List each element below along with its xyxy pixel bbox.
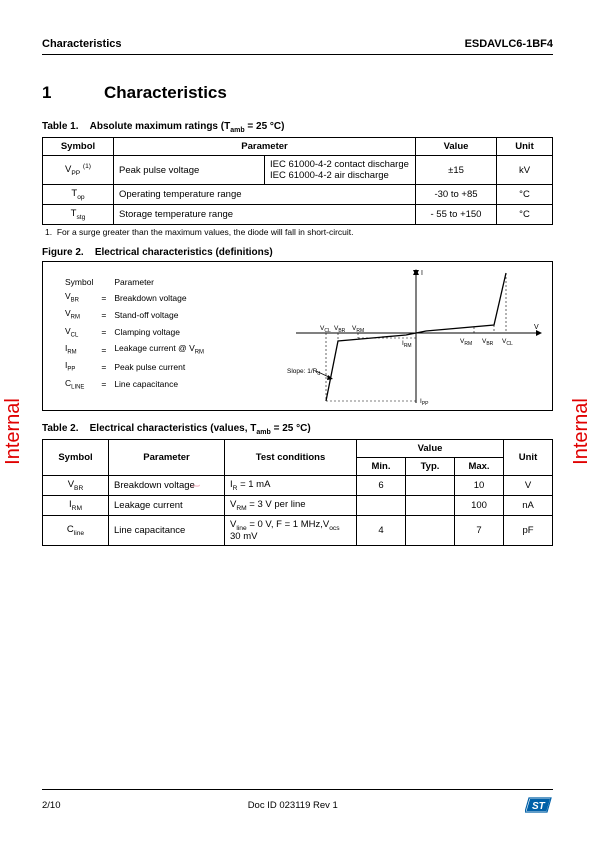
page-number: 2/10: [42, 800, 61, 811]
table-row: Tstg Storage temperature range - 55 to +…: [43, 204, 553, 224]
th-typ: Typ.: [406, 457, 455, 475]
th-parameter: Parameter: [114, 138, 416, 156]
section-title: Characteristics: [104, 83, 227, 102]
figure2-box: SymbolParameter VBR=Breakdown voltage VR…: [42, 261, 553, 411]
svg-text:I: I: [421, 270, 423, 277]
svg-text:VCL: VCL: [502, 338, 513, 347]
watermark-right: Internal: [570, 398, 593, 465]
table-row: Top Operating temperature range -30 to +…: [43, 185, 553, 205]
svg-text:VBR: VBR: [482, 338, 494, 347]
header-right: ESDAVLC6-1BF4: [465, 38, 553, 50]
doc-id: Doc ID 023119 Rev 1: [248, 800, 338, 811]
th-min: Min.: [357, 457, 406, 475]
table-row: IRM Leakage current VRM = 3 V per line 1…: [43, 495, 553, 515]
th-value: Value: [416, 138, 497, 156]
figure2-caption: Figure 2. Electrical characteristics (de…: [42, 247, 553, 258]
header-left: Characteristics: [42, 38, 122, 50]
th-test: Test conditions: [225, 439, 357, 475]
figure2-definitions: SymbolParameter VBR=Breakdown voltage VR…: [63, 274, 212, 394]
watermark-left: Internal: [2, 398, 25, 465]
svg-text:IPP: IPP: [420, 398, 429, 407]
svg-text:Slope: 1/Rd: Slope: 1/Rd: [287, 368, 320, 377]
svg-text:ST: ST: [532, 801, 546, 812]
section-heading: 1Characteristics: [42, 83, 553, 103]
th-max: Max.: [455, 457, 504, 475]
figure2-graph: I V VCL VBR VRM VRM VBR VCL IRM IPP Slop…: [286, 263, 546, 409]
th-value: Value: [357, 439, 504, 457]
th-parameter: Parameter: [109, 439, 225, 475]
table2: Symbol Parameter Test conditions Value U…: [42, 439, 553, 547]
svg-text:VRM: VRM: [460, 338, 472, 347]
svg-text:IRM: IRM: [402, 340, 412, 349]
th-unit: Unit: [497, 138, 553, 156]
th-symbol: Symbol: [43, 138, 114, 156]
table-row: VBR Breakdown voltage IR = 1 mA 6 10 V: [43, 475, 553, 495]
page-header: Characteristics ESDAVLC6-1BF4: [42, 38, 553, 55]
svg-text:V: V: [534, 324, 539, 331]
table1-footnote: 1. For a surge greater than the maximum …: [45, 227, 553, 237]
table1-caption: Table 1. Absolute maximum ratings (Tamb …: [42, 121, 553, 134]
page-footer: 2/10 Doc ID 023119 Rev 1 ST: [42, 789, 553, 814]
section-number: 1: [42, 83, 104, 103]
table1: Symbol Parameter Value Unit VPP (1) Peak…: [42, 137, 553, 225]
table-row: Cline Line capacitance Vline = 0 V, F = …: [43, 515, 553, 546]
st-logo-icon: ST: [525, 796, 553, 814]
table-row: VPP (1) Peak pulse voltage IEC 61000-4-2…: [43, 156, 553, 185]
table2-caption: Table 2. Electrical characteristics (val…: [42, 423, 553, 436]
th-symbol: Symbol: [43, 439, 109, 475]
th-unit: Unit: [504, 439, 553, 475]
